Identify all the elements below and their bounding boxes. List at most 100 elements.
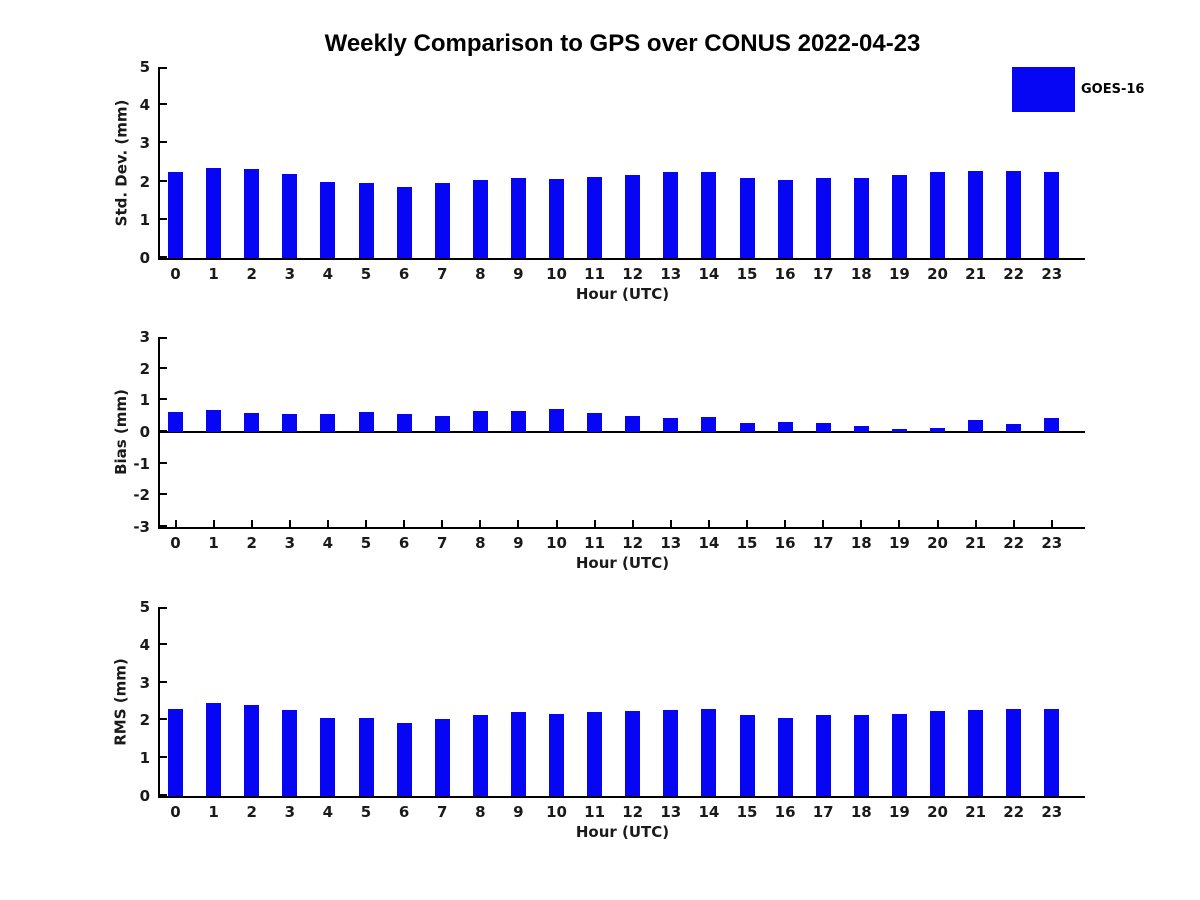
bar-hour-2	[244, 704, 260, 796]
y-tick-mark	[160, 756, 167, 759]
y-tick-label: 2	[139, 359, 150, 378]
x-tick-label: 8	[475, 803, 486, 821]
bar-hour-3	[282, 173, 298, 258]
bar-hour-19	[891, 428, 907, 432]
x-tick-label: 18	[850, 265, 872, 283]
x-tick-label: 6	[398, 534, 410, 552]
x-tick-label: 6	[398, 803, 410, 821]
x-tick-label: 12	[622, 803, 644, 821]
y-tick-mark	[160, 103, 167, 106]
bar-hour-20	[930, 711, 945, 796]
x-tick-mark	[555, 520, 558, 527]
bar-hour-10	[549, 409, 564, 432]
x-tick-label: 1	[208, 265, 219, 283]
bar-hour-20	[930, 428, 945, 432]
y-tick-label: 3	[139, 328, 150, 346]
y-tick-mark	[160, 141, 167, 144]
x-tick-label: 23	[1041, 803, 1063, 821]
x-tick-label: 8	[475, 265, 486, 283]
bar-hour-22	[1006, 709, 1022, 796]
y-tick-mark	[160, 607, 167, 609]
x-tick-label: 12	[622, 534, 644, 552]
x-tick-label: 13	[660, 803, 682, 821]
bar-hour-15	[739, 715, 755, 796]
x-tick-label: 7	[436, 534, 448, 552]
x-axis-label: Hour (UTC)	[575, 554, 670, 572]
x-tick-mark	[326, 520, 329, 527]
x-tick-mark	[784, 520, 787, 527]
legend-label-goes-16: GOES-16	[1081, 82, 1145, 97]
y-tick-mark	[160, 217, 167, 220]
y-tick-label: -3	[133, 518, 150, 536]
bar-hour-13	[663, 418, 679, 432]
y-tick-label: 0	[139, 423, 150, 441]
x-tick-label: 5	[360, 803, 372, 821]
x-tick-label: 5	[360, 534, 372, 552]
x-tick-label: 5	[360, 265, 372, 283]
x-tick-label: 11	[584, 265, 606, 283]
x-tick-label: 19	[888, 534, 910, 552]
x-tick-mark	[707, 520, 710, 527]
bar-hour-1	[206, 703, 222, 796]
x-tick-label: 12	[622, 265, 644, 283]
x-tick-label: 9	[513, 265, 524, 283]
x-tick-mark	[174, 520, 177, 527]
x-tick-mark	[403, 520, 406, 527]
x-tick-label: 0	[170, 803, 181, 821]
x-tick-label: 18	[850, 534, 872, 552]
bar-hour-17	[815, 422, 831, 432]
bar-hour-19	[891, 713, 907, 796]
x-tick-label: 15	[736, 534, 758, 552]
bar-hour-12	[625, 175, 641, 258]
y-tick-label: 5	[139, 58, 150, 76]
bar-hour-16	[777, 180, 793, 258]
y-tick-mark	[160, 642, 167, 645]
x-tick-label: 6	[398, 265, 410, 283]
y-tick-label: 3	[139, 134, 150, 153]
x-tick-label: 23	[1041, 534, 1063, 552]
x-tick-label: 17	[812, 265, 834, 283]
x-tick-label: 17	[812, 803, 834, 821]
bar-hour-3	[282, 709, 298, 796]
bar-hour-23	[1044, 172, 1060, 258]
bar-hour-5	[358, 182, 374, 258]
y-tick-label: 1	[139, 391, 150, 410]
bar-hour-0	[168, 709, 183, 796]
x-tick-label: 21	[965, 265, 987, 283]
bar-hour-13	[663, 172, 679, 258]
bar-hour-13	[663, 709, 679, 796]
bar-hour-8	[472, 411, 488, 432]
y-tick-mark	[160, 179, 167, 182]
x-tick-label: 15	[736, 803, 758, 821]
bar-hour-17	[815, 177, 831, 258]
y-tick-mark	[160, 398, 167, 401]
x-tick-label: 16	[774, 265, 796, 283]
legend-swatch-goes-16	[1012, 67, 1075, 112]
x-tick-label: 22	[1003, 265, 1025, 283]
x-tick-label: 1	[208, 534, 219, 552]
x-axis-label: Hour (UTC)	[575, 823, 670, 841]
zero-line	[160, 431, 1085, 433]
bar-hour-21	[968, 710, 984, 796]
x-tick-label: 3	[284, 803, 296, 821]
y-axis-label: Std. Dev. (mm)	[91, 67, 151, 258]
x-tick-label: 3	[284, 534, 296, 552]
y-tick-label: 0	[139, 249, 150, 267]
bar-hour-14	[701, 172, 717, 258]
bar-hour-5	[358, 717, 374, 796]
x-tick-label: 22	[1003, 803, 1025, 821]
y-tick-label: -2	[133, 486, 150, 505]
y-tick-mark	[160, 366, 167, 369]
x-tick-label: 11	[584, 803, 606, 821]
x-tick-label: 0	[170, 534, 181, 552]
y-tick-mark	[160, 525, 167, 527]
y-tick-mark	[160, 461, 167, 464]
bar-hour-20	[930, 171, 945, 258]
x-tick-label: 20	[927, 265, 948, 283]
x-tick-mark	[860, 520, 863, 527]
x-tick-label: 10	[546, 534, 567, 552]
x-tick-mark	[365, 520, 367, 527]
x-tick-mark	[746, 520, 748, 527]
x-tick-label: 7	[436, 803, 448, 821]
x-tick-label: 19	[888, 803, 910, 821]
